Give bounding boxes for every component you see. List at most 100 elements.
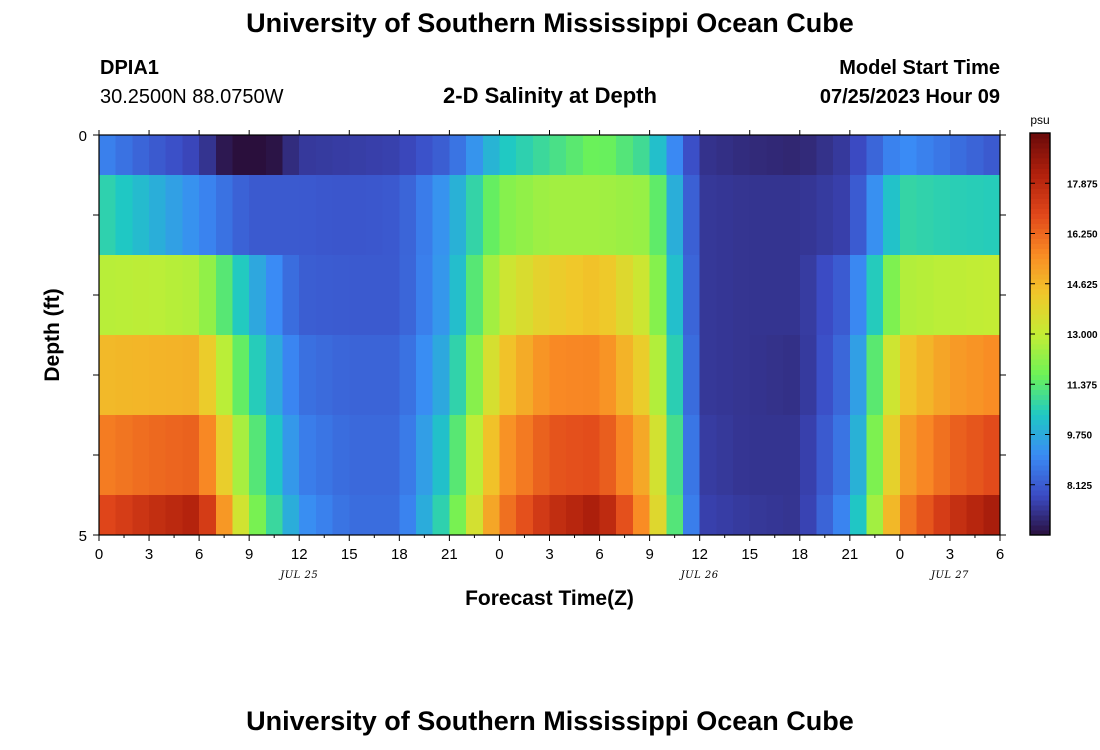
heatmap-cell	[132, 335, 150, 415]
heatmap-cell	[716, 495, 734, 535]
colorbar-segment	[1030, 158, 1050, 164]
heatmap-cell	[265, 495, 284, 535]
x-tick-label: 0	[95, 546, 103, 563]
heatmap-cell	[232, 175, 250, 255]
heatmap-cell	[165, 335, 184, 415]
y-tick-label: 5	[79, 528, 87, 545]
heatmap-cell	[833, 175, 851, 255]
heatmap-cell	[432, 135, 450, 175]
heatmap-cell	[132, 135, 150, 175]
heatmap-cell	[699, 335, 717, 415]
heatmap-cell	[749, 335, 768, 415]
x-tick-label: 12	[691, 546, 708, 563]
colorbar-segment	[1030, 339, 1050, 345]
heatmap-cell	[416, 175, 434, 255]
salinity-heatmap-chart: 0 3 6 9 12 15 18 21 0 3 6 9 12 15 18 21 0 3 6 JUL 25 JUL 26 J…	[41, 113, 1098, 610]
heatmap-cell	[99, 495, 117, 535]
heatmap-cell	[749, 135, 768, 175]
heatmap-cell	[733, 135, 751, 175]
heatmap-cell	[416, 335, 434, 415]
heatmap-cell	[516, 415, 534, 495]
heatmap-cell	[949, 495, 968, 535]
heatmap-cell	[949, 415, 968, 495]
heatmap-cell	[783, 175, 801, 255]
heatmap-cells	[99, 135, 1001, 535]
heatmap-cell	[849, 175, 868, 255]
heatmap-cell	[883, 175, 901, 255]
heatmap-cell	[115, 135, 133, 175]
heatmap-cell	[349, 135, 367, 175]
colorbar-segment	[1030, 138, 1050, 144]
heatmap-cell	[282, 495, 300, 535]
heatmap-cell	[983, 415, 1001, 495]
x-tick-label: 0	[495, 546, 503, 563]
heatmap-cell	[449, 135, 467, 175]
colorbar-segment	[1030, 364, 1050, 370]
heatmap-cell	[816, 415, 834, 495]
heatmap-cell	[883, 415, 901, 495]
heatmap-cell	[466, 335, 484, 415]
heatmap-cell	[966, 415, 984, 495]
heatmap-cell	[99, 335, 117, 415]
heatmap-cell	[149, 415, 167, 495]
heatmap-cell	[149, 175, 167, 255]
heatmap-cell	[349, 495, 367, 535]
heatmap-cell	[649, 175, 667, 255]
heatmap-cell	[949, 255, 968, 335]
heatmap-cell	[516, 135, 534, 175]
heatmap-cell	[416, 135, 434, 175]
heatmap-cell	[516, 495, 534, 535]
heatmap-cell	[566, 255, 584, 335]
colorbar-segment	[1030, 278, 1050, 285]
heatmap-cell	[866, 255, 884, 335]
x-tick-label: 9	[245, 546, 253, 563]
heatmap-cell	[466, 255, 484, 335]
colorbar-segment	[1030, 464, 1050, 471]
heatmap-cell	[849, 335, 868, 415]
colorbar-segment	[1030, 414, 1050, 421]
heatmap-cell	[182, 255, 200, 335]
heatmap-cell	[966, 135, 984, 175]
heatmap-cell	[482, 495, 501, 535]
heatmap-cell	[983, 135, 1001, 175]
heatmap-cell	[416, 415, 434, 495]
heatmap-cell	[866, 135, 884, 175]
heatmap-cell	[299, 255, 317, 335]
heatmap-cell	[783, 415, 801, 495]
heatmap-cell	[849, 255, 868, 335]
plot-title: 2-D Salinity at Depth	[443, 83, 657, 108]
heatmap-cell	[115, 335, 133, 415]
heatmap-cell	[115, 255, 133, 335]
heatmap-cell	[799, 135, 818, 175]
station-id: DPIA1	[100, 57, 159, 79]
colorbar-segment	[1030, 484, 1050, 491]
heatmap-cell	[332, 335, 350, 415]
heatmap-cell	[699, 255, 717, 335]
x-tick-label: 3	[545, 546, 553, 563]
heatmap-cell	[916, 335, 934, 415]
colorbar-segment	[1030, 369, 1050, 375]
heatmap-cell	[282, 255, 300, 335]
x-tick-label: 15	[341, 546, 358, 563]
heatmap-cell	[349, 255, 367, 335]
colorbar-segment	[1030, 509, 1050, 516]
heatmap-cell	[199, 335, 217, 415]
heatmap-cell	[599, 255, 617, 335]
heatmap-cell	[449, 335, 467, 415]
heatmap-cell	[733, 255, 751, 335]
heatmap-cell	[616, 335, 634, 415]
heatmap-cell	[382, 415, 400, 495]
heatmap-cell	[315, 415, 334, 495]
heatmap-cell	[833, 495, 851, 535]
heatmap-cell	[649, 415, 667, 495]
heatmap-cell	[816, 335, 834, 415]
heatmap-cell	[149, 255, 167, 335]
x-tick-label: 3	[946, 546, 954, 563]
heatmap-cell	[365, 335, 384, 415]
heatmap-cell	[616, 415, 634, 495]
heatmap-cell	[983, 255, 1001, 335]
heatmap-cell	[432, 495, 450, 535]
heatmap-cell	[616, 255, 634, 335]
heatmap-cell	[632, 135, 651, 175]
y-tick-label: 0	[79, 128, 87, 145]
